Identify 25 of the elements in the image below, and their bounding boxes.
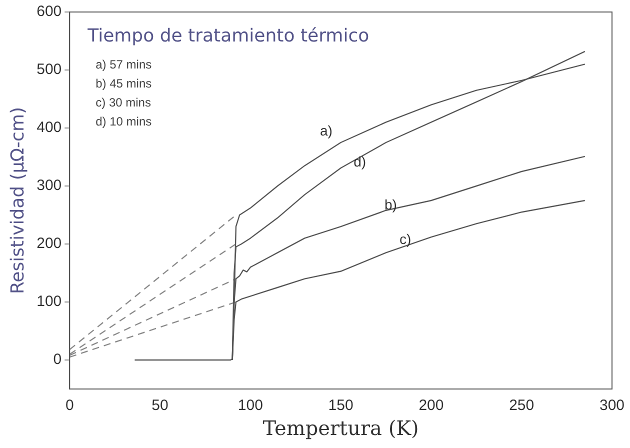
y-tick-label: 100 (36, 293, 62, 310)
annotation: a) 57 mins (96, 57, 152, 72)
x-tick-label: 200 (418, 397, 444, 414)
x-tick-label: 300 (599, 397, 625, 414)
x-tick-label: 100 (238, 397, 263, 414)
y-tick-label: 0 (53, 351, 62, 368)
y-tick-label: 500 (36, 61, 62, 78)
y-tick-label: 200 (36, 235, 62, 252)
annotation: b) 45 mins (96, 76, 152, 90)
y-tick-label: 600 (36, 3, 62, 20)
annotation: b) (384, 196, 397, 212)
annotation: a) (320, 122, 332, 138)
annotation: Tiempo de tratamiento térmico (86, 26, 370, 47)
x-tick-label: 150 (328, 397, 354, 414)
x-tick-label: 250 (509, 397, 534, 414)
annotation: d) 10 mins (96, 114, 152, 128)
annotation: c) 30 mins (96, 95, 151, 110)
y-tick-label: 300 (36, 177, 62, 194)
annotation: c) (400, 230, 412, 247)
y-tick-label: 400 (36, 119, 62, 136)
x-tick-label: 0 (65, 397, 74, 414)
y-axis-title: Resistividad (μΩ-cm) (7, 106, 28, 294)
x-tick-label: 50 (152, 397, 168, 414)
x-axis-title: Tempertura (K) (262, 416, 419, 440)
annotation: d) (354, 154, 366, 170)
